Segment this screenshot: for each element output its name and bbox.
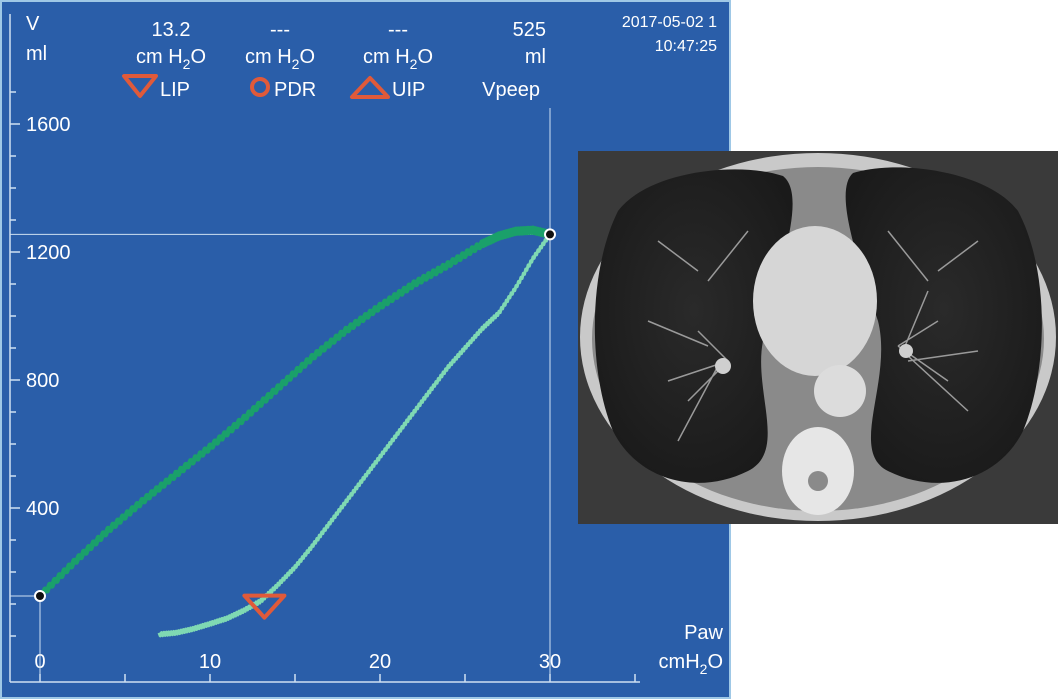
timestamp-time: 10:47:25	[655, 38, 717, 55]
x-axis-unit: cmH2O	[659, 651, 723, 677]
left-lung-icon	[845, 167, 1042, 483]
vpeep-unit: ml	[525, 46, 546, 68]
readout-lip: 13.2 cm H2O LIP	[122, 19, 206, 101]
x-tick-label-10: 10	[199, 651, 221, 673]
y-ticks: 400 800 1200 1600	[10, 91, 71, 637]
hilum-right-icon	[715, 358, 731, 374]
readout-uip: --- cm H2O UIP	[350, 19, 433, 101]
lip-marker-icon	[122, 74, 158, 98]
x-axis-name: Paw	[684, 622, 723, 644]
pdr-unit: cm H2O	[245, 46, 315, 72]
y-axis-unit: ml	[26, 43, 47, 65]
y-tick-label-1600: 1600	[26, 114, 71, 136]
point-end	[544, 228, 556, 241]
lip-label: LIP	[160, 79, 190, 101]
readout-vpeep: 525 ml Vpeep	[482, 19, 546, 101]
timestamp-date: 2017-05-02 1	[622, 14, 717, 31]
crosshair	[10, 108, 551, 682]
pv-curves	[38, 225, 553, 638]
curve-points	[34, 228, 556, 602]
annotation-lip-marker	[242, 593, 287, 620]
inflation-curve	[38, 225, 553, 599]
point-start	[34, 590, 46, 602]
uip-unit: cm H2O	[363, 46, 433, 72]
deflation-curve	[157, 232, 552, 638]
vpeep-label: Vpeep	[482, 79, 540, 101]
readout-pdr: --- cm H2O PDR	[245, 19, 316, 101]
vpeep-value: 525	[513, 19, 546, 41]
spinal-canal-icon	[808, 471, 828, 491]
right-lung-icon	[594, 169, 793, 483]
mediastinum-heart-icon	[753, 226, 877, 376]
hilum-left-icon	[899, 344, 913, 358]
x-tick-label-20: 20	[369, 651, 391, 673]
pdr-marker-icon	[250, 77, 270, 97]
y-tick-label-1200: 1200	[26, 242, 71, 264]
ct-scan-image	[578, 151, 1058, 524]
pdr-label: PDR	[274, 79, 316, 101]
y-axis-name: V	[26, 13, 40, 35]
pdr-value: ---	[270, 19, 290, 41]
y-tick-label-400: 400	[26, 498, 59, 520]
y-tick-label-800: 800	[26, 370, 59, 392]
aorta-icon	[814, 365, 866, 417]
curve-annotations	[242, 593, 287, 620]
lung-vessels-icon	[647, 230, 979, 442]
lip-value: 13.2	[152, 19, 191, 41]
lip-unit: cm H2O	[136, 46, 206, 72]
uip-marker-icon	[350, 76, 390, 99]
uip-label: UIP	[392, 79, 425, 101]
uip-value: ---	[388, 19, 408, 41]
